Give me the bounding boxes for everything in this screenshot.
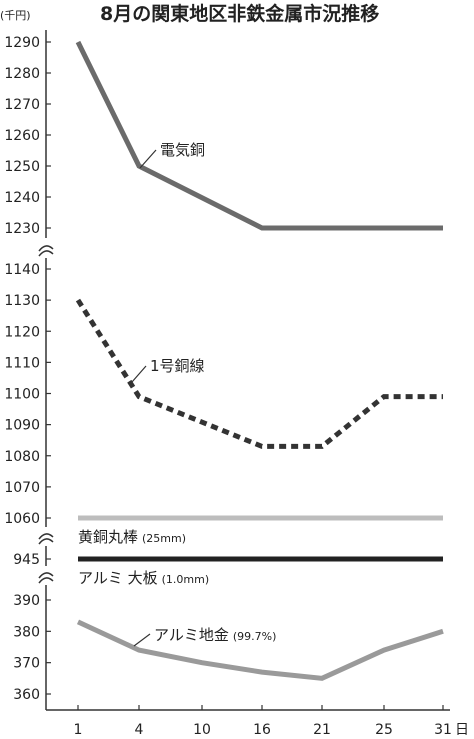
x-axis-unit: 日 xyxy=(455,722,469,738)
series-label-leader xyxy=(139,149,157,169)
y-tick-label: 360 xyxy=(13,687,40,703)
series-line-1号銅線 xyxy=(75,298,443,449)
y-tick-label: 1120 xyxy=(4,324,40,340)
series-label: アルミ地金 (99.7%) xyxy=(154,626,276,644)
y-tick-label: 1100 xyxy=(4,387,40,403)
axis-break-mark-2 xyxy=(38,577,54,584)
y-tick-label: 1240 xyxy=(4,190,40,206)
y-unit-label: (千円) xyxy=(0,9,31,22)
x-tick-label: 10 xyxy=(193,722,211,738)
series-label-detail: (1.0mm) xyxy=(162,573,210,586)
y-tick-label: 945 xyxy=(13,552,40,568)
x-tick-label: 31 xyxy=(434,722,452,738)
y-tick-label: 1060 xyxy=(4,511,40,527)
y-tick-label: 1130 xyxy=(4,293,40,309)
x-tick-label: 25 xyxy=(375,722,393,738)
y-tick-label: 1250 xyxy=(4,159,40,175)
y-tick-label: 380 xyxy=(13,624,40,640)
y-tick-label: 1230 xyxy=(4,221,40,237)
x-tick-label: 1 xyxy=(74,722,83,738)
chart-title: 8月の関東地区非鉄金属市況推移 xyxy=(100,2,379,25)
axis-break-mark-1 xyxy=(38,533,54,540)
series-label: 電気銅 xyxy=(160,141,205,159)
x-tick-label: 4 xyxy=(135,722,144,738)
y-tick-label: 1280 xyxy=(4,66,40,82)
series-label-leader xyxy=(131,365,147,383)
axis-break-mark-0 xyxy=(38,250,54,257)
y-tick-label: 1270 xyxy=(4,97,40,113)
y-tick-label: 370 xyxy=(13,656,40,672)
series-line-電気銅 xyxy=(75,40,443,231)
y-tick-label: 1080 xyxy=(4,449,40,465)
axis-break-mark-0 xyxy=(38,245,54,252)
series-label: 黄銅丸棒 (25mm) xyxy=(78,528,186,546)
series-label: 1号銅線 xyxy=(150,357,205,375)
x-tick-label: 21 xyxy=(313,722,331,738)
x-tick-label: 16 xyxy=(253,722,271,738)
y-tick-label: 1290 xyxy=(4,35,40,51)
y-tick-label: 1260 xyxy=(4,128,40,144)
series-label-detail: (99.7%) xyxy=(233,630,277,643)
series-label: アルミ 大板 (1.0mm) xyxy=(78,569,209,587)
y-tick-label: 1070 xyxy=(4,480,40,496)
series-line-アルミ地金 xyxy=(76,619,444,681)
y-tick-label: 1090 xyxy=(4,418,40,434)
axis-break-mark-1 xyxy=(38,538,54,545)
y-tick-label: 1110 xyxy=(4,355,40,371)
series-label-detail: (25mm) xyxy=(142,532,186,545)
series-label-leader xyxy=(133,633,151,647)
axis-break-mark-2 xyxy=(38,572,54,579)
y-tick-label: 1140 xyxy=(4,262,40,278)
y-tick-label: 390 xyxy=(13,593,40,609)
